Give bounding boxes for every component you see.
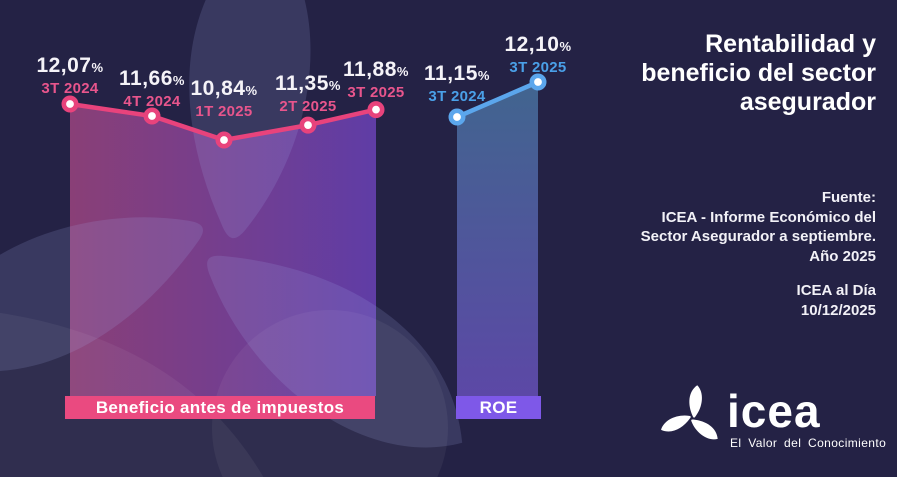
data-point-marker-roe <box>448 108 466 126</box>
page-title: Rentabilidad y beneficio del sector aseg… <box>546 30 876 117</box>
data-point-marker-beneficio <box>143 107 161 125</box>
icea-wordmark: icea <box>727 385 821 437</box>
note-line-1: ICEA al Día <box>796 282 876 299</box>
series-line-roe <box>454 79 541 120</box>
title-line-1: Rentabilidad y <box>705 30 876 58</box>
note-line-2: 10/12/2025 <box>800 301 876 319</box>
source-line-3: Sector Asegurador a septiembre. <box>640 228 876 245</box>
data-point-marker-roe <box>529 73 547 91</box>
icea-tagline: El Valor del Conocimiento <box>730 436 887 450</box>
publication-note: ICEA al Día 10/12/2025 <box>546 281 876 320</box>
legend-beneficio-banner: Beneficio antes de impuestos <box>65 396 375 419</box>
legend-roe-banner: ROE <box>456 396 541 419</box>
background-decoration-pinwheel <box>0 0 501 477</box>
area-fill-roe <box>457 82 538 396</box>
data-point-marker-beneficio <box>61 95 79 113</box>
data-point-marker-beneficio <box>299 116 317 134</box>
source-line-1: Fuente: <box>821 189 876 206</box>
data-point-marker-beneficio <box>367 101 385 119</box>
data-point-marker-beneficio <box>215 131 233 149</box>
source-text: Fuente: ICEA - Informe Económico del Sec… <box>546 188 876 266</box>
source-line-2: ICEA - Informe Económico del <box>661 208 876 226</box>
series-lines <box>61 73 547 149</box>
source-line-4: Año 2025 <box>809 247 876 265</box>
icea-pinwheel-icon <box>658 385 722 443</box>
title-line-3: asegurador <box>739 88 876 116</box>
title-line-2: beneficio del sector <box>641 59 876 87</box>
